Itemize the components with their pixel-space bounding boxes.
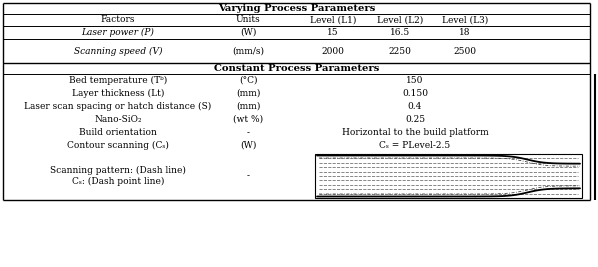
Text: -: - <box>246 128 249 137</box>
Text: (mm): (mm) <box>236 89 260 98</box>
Text: Factors: Factors <box>100 15 135 25</box>
Text: (°C): (°C) <box>239 76 257 85</box>
Text: (mm/s): (mm/s) <box>232 46 264 56</box>
Text: Varying Process Parameters: Varying Process Parameters <box>218 4 375 13</box>
Text: Bed temperature (Tᵇ): Bed temperature (Tᵇ) <box>69 76 167 85</box>
Text: (mm): (mm) <box>236 102 260 111</box>
Text: 2250: 2250 <box>389 46 411 56</box>
Text: Scanning pattern: (Dash line)
Cₛ: (Dash point line): Scanning pattern: (Dash line) Cₛ: (Dash … <box>50 166 186 186</box>
Text: Scanning speed (V): Scanning speed (V) <box>74 46 162 56</box>
Text: (W): (W) <box>240 141 256 150</box>
Text: Constant Process Parameters: Constant Process Parameters <box>214 64 379 73</box>
Text: (wt %): (wt %) <box>233 115 263 124</box>
Text: -: - <box>246 171 249 180</box>
Text: 18: 18 <box>459 28 471 37</box>
Text: (W): (W) <box>240 28 256 37</box>
Text: Cₛ = PLevel-2.5: Cₛ = PLevel-2.5 <box>379 141 451 150</box>
Text: Build orientation: Build orientation <box>79 128 157 137</box>
Text: Level (L3): Level (L3) <box>442 15 488 25</box>
Text: 15: 15 <box>327 28 339 37</box>
Bar <box>315 154 582 198</box>
Text: Laser scan spacing or hatch distance (S): Laser scan spacing or hatch distance (S) <box>25 102 212 111</box>
Text: 150: 150 <box>406 76 424 85</box>
Text: 0.4: 0.4 <box>408 102 422 111</box>
Text: Layer thickness (Lt): Layer thickness (Lt) <box>72 89 164 98</box>
Text: 2500: 2500 <box>453 46 477 56</box>
Text: 2000: 2000 <box>322 46 344 56</box>
Text: Contour scanning (Cₛ): Contour scanning (Cₛ) <box>67 141 169 150</box>
Text: Units: Units <box>236 15 260 25</box>
Text: Laser power (P): Laser power (P) <box>81 28 154 37</box>
Text: Horizontal to the build platform: Horizontal to the build platform <box>341 128 489 137</box>
Text: Level (L2): Level (L2) <box>377 15 423 25</box>
Text: Nano-SiO₂: Nano-SiO₂ <box>94 115 142 124</box>
Text: 0.150: 0.150 <box>402 89 428 98</box>
Text: 16.5: 16.5 <box>390 28 410 37</box>
Text: Level (L1): Level (L1) <box>310 15 356 25</box>
Text: 0.25: 0.25 <box>405 115 425 124</box>
